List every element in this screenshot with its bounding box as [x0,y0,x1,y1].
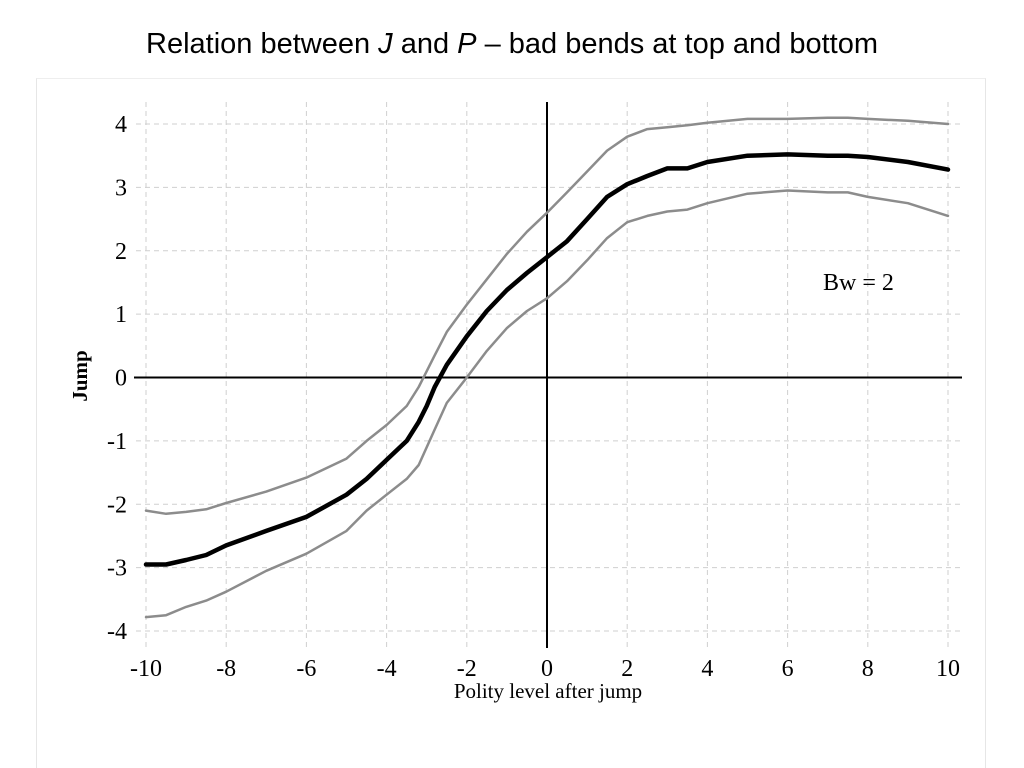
y-tick-label: -3 [107,556,127,582]
x-tick-label: -10 [130,656,162,682]
series-line-upper [144,116,950,516]
title-text: Relation between [146,28,379,60]
x-tick-label: 10 [936,656,960,682]
bandwidth-annotation: Bw = 2 [823,270,894,296]
series-line-lower [144,189,950,619]
x-tick-label: 4 [701,656,713,682]
y-tick-label: 1 [115,302,127,328]
y-tick-label: -4 [107,619,127,645]
x-tick-label: 0 [541,656,553,682]
y-tick-label: 0 [115,366,127,392]
x-tick-label: 2 [621,656,633,682]
chart-panel [36,78,986,768]
y-tick-label: -2 [107,492,127,518]
page-title: Relation between J and P – bad bends at … [0,28,1024,61]
title-var-j: J [378,28,393,60]
gridlines [136,102,962,648]
x-tick-label: 8 [862,656,874,682]
axes [134,102,962,648]
x-tick-label: -6 [296,656,316,682]
x-tick-label: -8 [216,656,236,682]
y-tick-label: 3 [115,175,127,201]
y-tick-label: 2 [115,239,127,265]
title-text: and [392,28,458,60]
series-lines [143,116,951,619]
x-axis-label: Polity level after jump [454,679,642,703]
y-tick-label: 4 [115,112,127,138]
title-var-p: P [457,28,477,60]
x-tick-label: -4 [377,656,397,682]
series-line-estimate [143,152,951,567]
y-axis-label: Jump [68,350,92,401]
x-tick-label: 6 [782,656,794,682]
title-text: – bad bends at top and bottom [476,28,878,60]
x-tick-label: -2 [457,656,477,682]
y-tick-label: -1 [107,429,127,455]
